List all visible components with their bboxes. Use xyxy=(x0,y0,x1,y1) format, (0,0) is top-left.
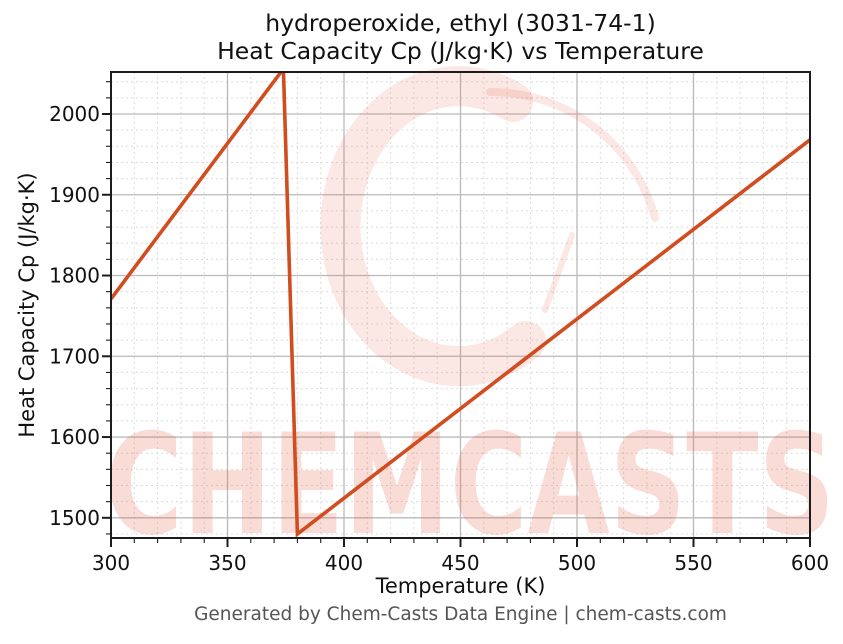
axis-ticks xyxy=(102,81,811,547)
watermark: CHEMCASTS xyxy=(105,405,835,567)
chemcasts-logo-c-icon xyxy=(320,66,659,387)
x-tick-label: 350 xyxy=(208,551,246,575)
data-series xyxy=(111,72,810,538)
x-tick-label: 550 xyxy=(674,551,712,575)
chart-title-line-1: hydroperoxide, ethyl (3031-74-1) xyxy=(265,9,656,37)
y-tick-label: 1500 xyxy=(49,506,100,530)
y-tick-label: 1700 xyxy=(49,344,100,368)
y-tick-label: 2000 xyxy=(49,102,100,126)
y-tick-label: 1600 xyxy=(49,425,100,449)
chart-title: hydroperoxide, ethyl (3031-74-1) Heat Ca… xyxy=(111,9,810,65)
y-tick-label: 1900 xyxy=(49,183,100,207)
x-tick-label: 450 xyxy=(441,551,479,575)
data-line xyxy=(111,72,810,538)
x-axis-label: Temperature (K) xyxy=(375,574,546,598)
footer-credit: Generated by Chem-Casts Data Engine | ch… xyxy=(194,604,727,625)
chart-title-line-2: Heat Capacity Cp (J/kg·K) vs Temperature xyxy=(217,37,704,65)
y-tick-label: 1800 xyxy=(49,264,100,288)
tick-labels: 300 350 400 450 500 550 600 1500 1600 1700 1800 190… xyxy=(49,102,829,575)
x-tick-label: 400 xyxy=(325,551,363,575)
x-tick-label: 300 xyxy=(92,551,130,575)
x-tick-label: 500 xyxy=(558,551,596,575)
x-tick-label: 600 xyxy=(791,551,829,575)
watermark-text: CHEMCASTS xyxy=(105,405,835,567)
